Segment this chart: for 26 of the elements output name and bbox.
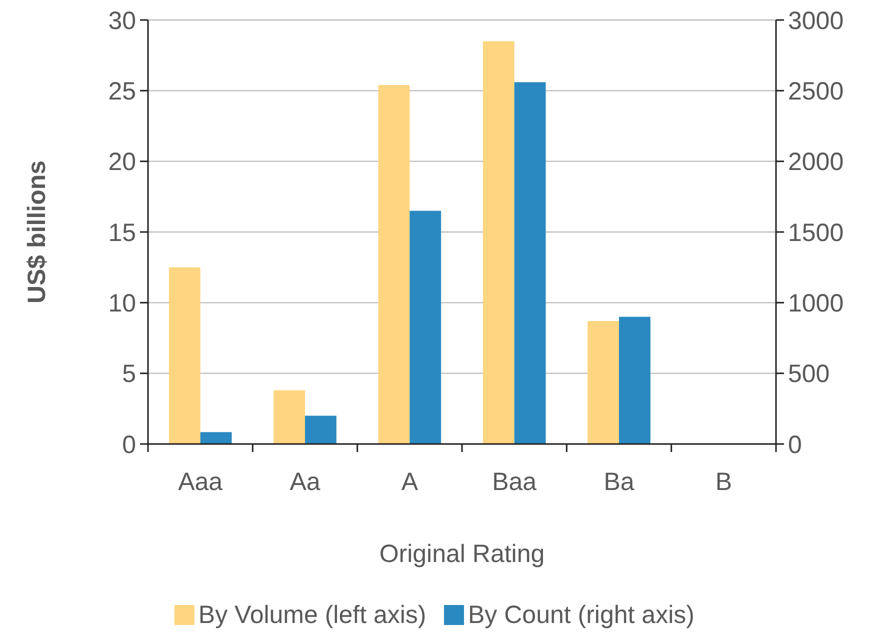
legend-label: By Volume (left axis) (198, 601, 426, 629)
y-tick-label: 20 (108, 148, 136, 176)
y2-tick-label: 3000 (788, 6, 844, 35)
y2-tick-label: 0 (788, 430, 802, 459)
y-tick-label: 15 (108, 218, 136, 247)
x-tick-label: A (401, 468, 418, 496)
x-tick-label: Aa (290, 468, 320, 496)
y2-tick-label: 1500 (788, 218, 844, 247)
x-tick-label: Aaa (178, 468, 223, 496)
x-tick-label: Baa (492, 468, 537, 496)
x-tick-label: B (715, 468, 732, 496)
x-tick-label: Ba (604, 468, 634, 496)
y2-tick-label: 2000 (788, 148, 844, 176)
y2-tick-label: 500 (788, 360, 830, 388)
y-tick-label: 0 (122, 430, 136, 459)
y2-tick-label: 2500 (788, 77, 844, 106)
y-tick-label: 10 (108, 289, 136, 318)
legend-label: By Count (right axis) (468, 601, 694, 629)
bar (200, 432, 232, 444)
x-axis-title: Original Rating (379, 540, 545, 568)
y2-tick-label: 1000 (788, 289, 844, 318)
bar (168, 267, 200, 444)
y-tick-label: 25 (108, 77, 136, 106)
y-tick-label: 5 (122, 360, 136, 388)
y-tick-label: 30 (108, 6, 136, 35)
y-axis-title: US$ billions (23, 160, 51, 304)
